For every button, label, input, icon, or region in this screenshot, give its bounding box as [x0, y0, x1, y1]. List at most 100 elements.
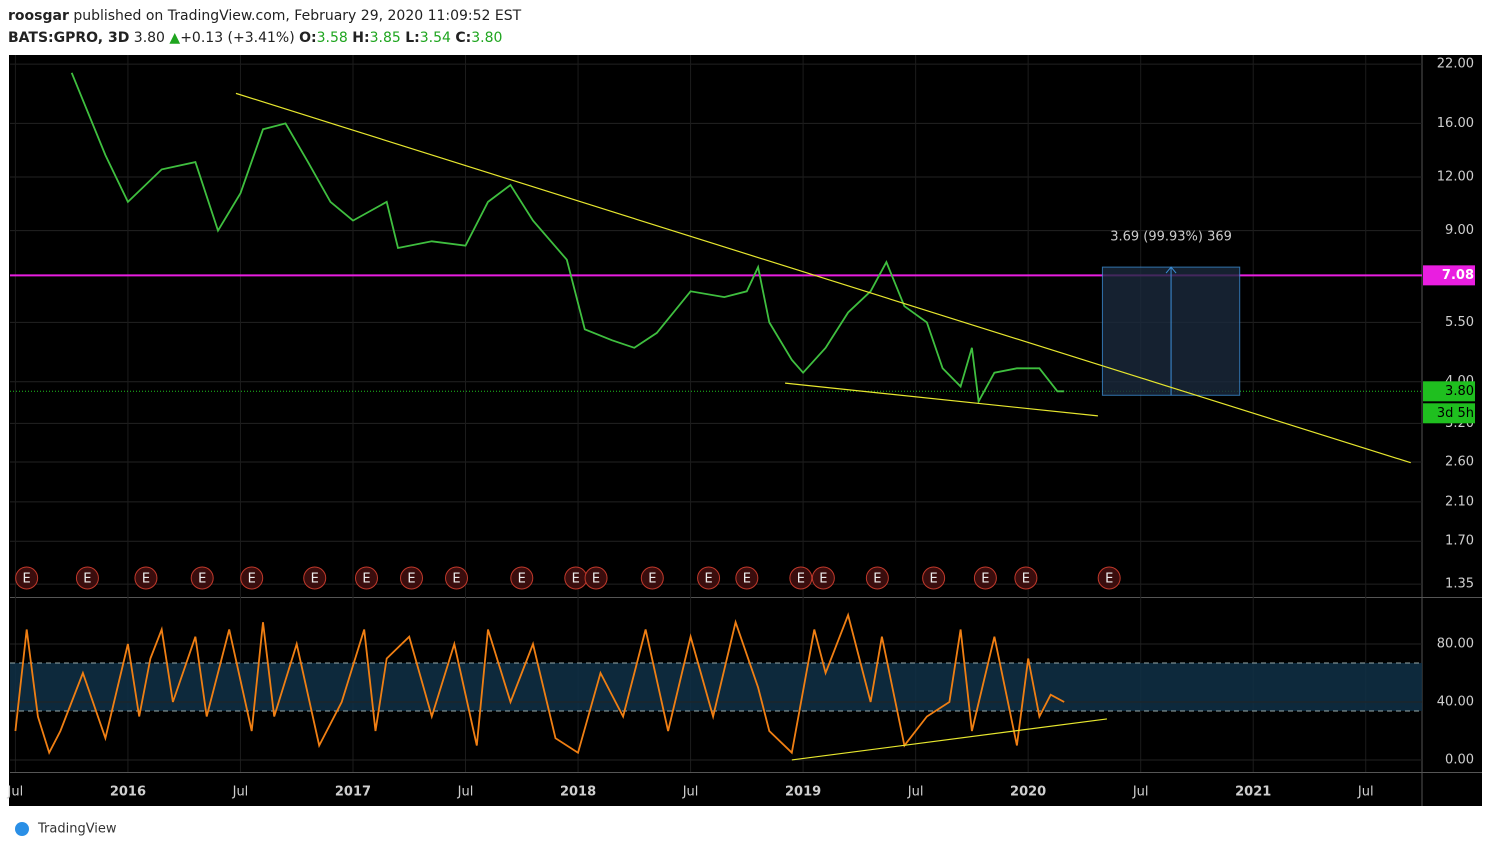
- earnings-label: E: [23, 572, 31, 587]
- y-tick-label: 22.00: [1437, 57, 1474, 72]
- x-tick-label: Jul: [1357, 785, 1374, 800]
- arrow: ▲: [169, 30, 180, 46]
- earnings-marker: [735, 566, 759, 590]
- earnings-marker: [240, 566, 264, 590]
- earnings-marker: [190, 566, 214, 590]
- earnings-marker: [697, 566, 721, 590]
- published: published on TradingView.com, February 2…: [73, 8, 521, 24]
- plot: 22.0016.0012.009.005.504.003.202.602.101…: [7, 55, 1482, 806]
- x-tick-label: Jul: [1132, 785, 1149, 800]
- x-tick-label: 2020: [1010, 785, 1046, 800]
- earnings-label: E: [873, 572, 881, 587]
- x-tick-label: Jul: [907, 785, 924, 800]
- earnings-marker: [134, 566, 158, 590]
- x-tick-label: Jul: [7, 785, 24, 800]
- earnings-marker: [1014, 566, 1038, 590]
- author: roosgar: [8, 8, 69, 24]
- x-tick-label: Jul: [682, 785, 699, 800]
- last-tag-label: 3.80: [1445, 384, 1474, 399]
- last: 3.80: [134, 30, 165, 46]
- earnings-marker: [973, 566, 997, 590]
- y-tick-label: 16.00: [1437, 116, 1474, 131]
- earnings-label: E: [819, 572, 827, 587]
- earnings-label: E: [83, 572, 91, 587]
- x-tick-label: Jul: [457, 785, 474, 800]
- y-tick-label: 12.00: [1437, 170, 1474, 185]
- earnings-label: E: [704, 572, 712, 587]
- ohlc-value: 3.80: [471, 30, 502, 46]
- earnings-label: E: [930, 572, 938, 587]
- earnings-marker: [399, 566, 423, 590]
- ohlc-key: O:: [299, 30, 317, 46]
- y-tick-label: 2.60: [1445, 455, 1474, 470]
- earnings-label: E: [198, 572, 206, 587]
- trend-line: [235, 92, 1411, 464]
- x-tick-label: 2021: [1235, 785, 1271, 800]
- earnings-label: E: [648, 572, 656, 587]
- earnings-marker: [354, 566, 378, 590]
- earnings-label: E: [311, 572, 319, 587]
- y-tick-label: 5.50: [1445, 315, 1474, 330]
- y-tick-label: 0.00: [1445, 752, 1474, 767]
- ohlc-value: 3.58: [317, 30, 348, 46]
- y-tick-label: 1.70: [1445, 534, 1474, 549]
- earnings-marker: [445, 566, 469, 590]
- trend-line: [785, 382, 1098, 417]
- earnings-label: E: [1105, 572, 1113, 587]
- x-tick-label: Jul: [232, 785, 249, 800]
- earnings-label: E: [797, 572, 805, 587]
- earnings-label: E: [518, 572, 526, 587]
- earnings-label: E: [362, 572, 370, 587]
- earnings-label: E: [572, 572, 580, 587]
- ohlc-key: C:: [455, 30, 471, 46]
- x-tick-label: 2019: [785, 785, 821, 800]
- earnings-marker: [640, 566, 664, 590]
- change: +0.13 (+3.41%): [180, 30, 294, 46]
- ohlc-value: 3.54: [420, 30, 451, 46]
- y-tick-label: 2.10: [1445, 494, 1474, 509]
- series-line: [70, 72, 1065, 405]
- earnings-label: E: [981, 572, 989, 587]
- level-tag-label: 7.08: [1442, 268, 1474, 283]
- x-tick-label: 2018: [560, 785, 596, 800]
- countdown-label: 3d 5h: [1437, 406, 1474, 421]
- ohlc-key: L:: [405, 30, 420, 46]
- symbol-line: BATS:GPRO, 3D 3.80 ▲+0.13 (+3.41%) O:3.5…: [8, 30, 502, 46]
- logo: [15, 822, 29, 836]
- level-tag: [1423, 265, 1475, 286]
- earnings-label: E: [452, 572, 460, 587]
- ohlc-key: H:: [352, 30, 369, 46]
- y-tick-label: 1.35: [1445, 577, 1474, 592]
- x-tick-label: 2017: [335, 785, 371, 800]
- earnings-marker: [865, 566, 889, 590]
- earnings-marker: [789, 566, 813, 590]
- symbol: BATS:GPRO, 3D: [8, 30, 129, 46]
- countdown-tag: [1423, 403, 1475, 424]
- earnings-marker: [15, 566, 39, 590]
- earnings-label: E: [1022, 572, 1030, 587]
- earnings-marker: [75, 566, 99, 590]
- earnings-marker: [303, 566, 327, 590]
- trend-line: [791, 718, 1107, 761]
- measure-label: 3.69 (99.93%) 369: [1110, 230, 1232, 245]
- measure-arrowhead: [1165, 266, 1177, 274]
- earnings-marker: [584, 566, 608, 590]
- last-tag: [1423, 381, 1475, 402]
- y-tick-label: 9.00: [1445, 223, 1474, 238]
- series-line: [14, 612, 1065, 756]
- ohlc-value: 3.85: [370, 30, 401, 46]
- earnings-label: E: [592, 572, 600, 587]
- header-line: roosgar published on TradingView.com, Fe…: [8, 8, 522, 24]
- x-tick-label: 2016: [110, 785, 146, 800]
- earnings-label: E: [142, 572, 150, 587]
- earnings-marker: [510, 566, 534, 590]
- earnings-marker: [811, 566, 835, 590]
- y-tick-label: 80.00: [1437, 636, 1474, 651]
- earnings-label: E: [248, 572, 256, 587]
- earnings-marker: [922, 566, 946, 590]
- earnings-label: E: [743, 572, 751, 587]
- earnings-marker: [1097, 566, 1121, 590]
- y-tick-label: 40.00: [1437, 694, 1474, 709]
- footer: TradingView: [37, 822, 117, 837]
